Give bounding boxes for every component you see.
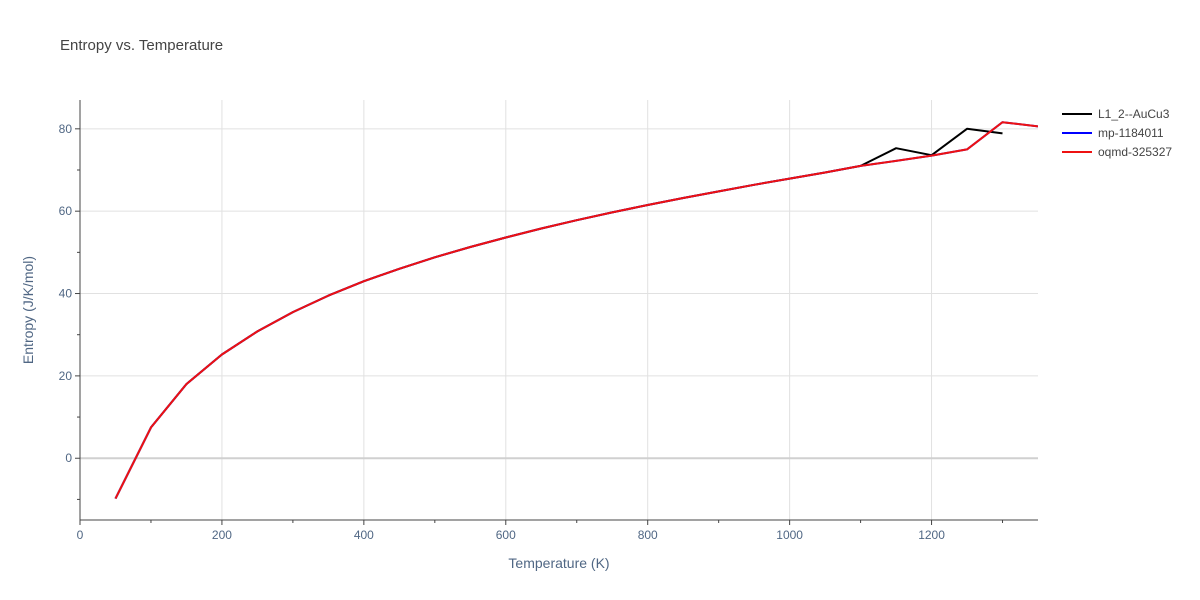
- y-axis-label: Entropy (J/K/mol): [20, 256, 36, 364]
- x-axis-label: Temperature (K): [508, 555, 609, 571]
- y-tick-label: 20: [59, 369, 73, 383]
- series-line-oqmd-325327: [114, 121, 1038, 500]
- x-tick-label: 1000: [776, 528, 803, 542]
- x-tick-label: 0: [77, 528, 84, 542]
- x-tick-label: 800: [638, 528, 658, 542]
- x-tick-label: 200: [212, 528, 232, 542]
- x-tick-label: 600: [496, 528, 516, 542]
- y-tick-label: 0: [65, 451, 72, 465]
- chart-title: Entropy vs. Temperature: [60, 37, 223, 54]
- legend: L1_2--AuCu3 mp-1184011 oqmd-325327: [1062, 107, 1172, 159]
- series-line-L1_2--AuCu3: [114, 127, 1003, 500]
- x-tick-labels: 0 200 400 600 800 1000 1200: [77, 528, 946, 542]
- legend-entry: mp-1184011: [1098, 126, 1164, 140]
- series-lines: [114, 121, 1038, 500]
- grid-lines: [80, 100, 1038, 520]
- y-tick-labels: 0 20 40 60 80: [59, 122, 73, 465]
- legend-entry: oqmd-325327: [1098, 145, 1172, 159]
- x-tick-label: 400: [354, 528, 374, 542]
- series-line-mp-1184011: [114, 121, 1038, 500]
- y-tick-label: 80: [59, 122, 73, 136]
- y-tick-label: 40: [59, 287, 73, 301]
- x-tick-label: 1200: [918, 528, 945, 542]
- axes: [75, 100, 1038, 525]
- legend-entry: L1_2--AuCu3: [1098, 107, 1170, 121]
- y-tick-label: 60: [59, 204, 73, 218]
